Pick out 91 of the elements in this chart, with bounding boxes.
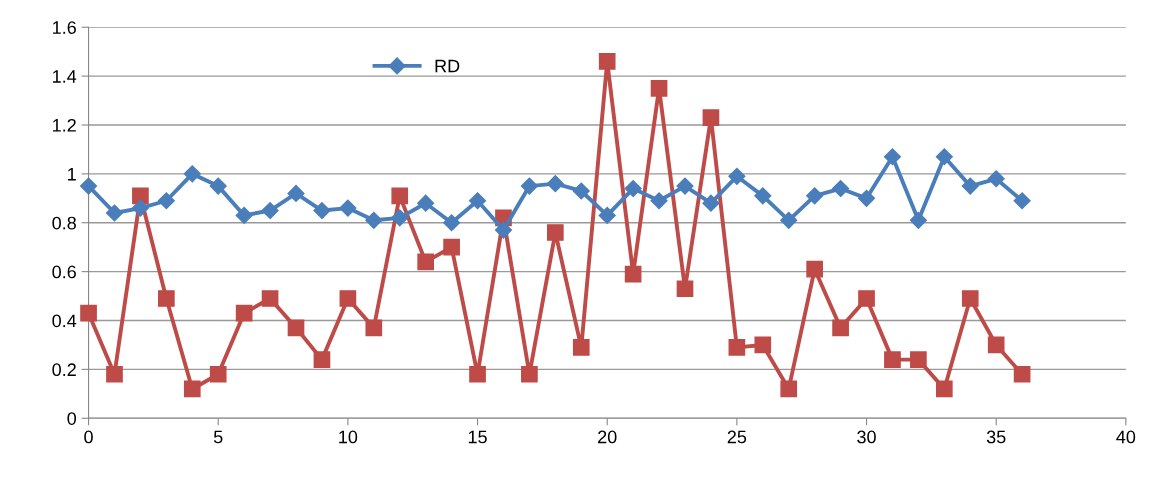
point bbox=[780, 211, 798, 229]
point bbox=[261, 201, 279, 220]
point bbox=[909, 211, 927, 229]
y-tick-label: 1 bbox=[68, 167, 76, 181]
x-tick-label: 15 bbox=[468, 430, 487, 444]
point bbox=[832, 319, 849, 337]
point bbox=[417, 194, 435, 212]
point bbox=[702, 109, 720, 126]
point bbox=[572, 182, 590, 200]
x-tick-label: 0 bbox=[84, 430, 93, 444]
point bbox=[261, 290, 279, 307]
point bbox=[494, 221, 513, 239]
point bbox=[468, 192, 487, 210]
point bbox=[183, 165, 201, 183]
point bbox=[961, 177, 979, 195]
point bbox=[365, 211, 383, 229]
point bbox=[443, 238, 460, 256]
point bbox=[987, 170, 1005, 188]
point bbox=[106, 365, 123, 383]
point bbox=[391, 209, 409, 227]
point bbox=[883, 148, 902, 166]
x-tick-label: 35 bbox=[986, 430, 1006, 444]
point bbox=[131, 199, 149, 217]
point bbox=[235, 304, 253, 322]
point bbox=[987, 336, 1005, 354]
point bbox=[79, 177, 98, 195]
point bbox=[857, 189, 876, 207]
point bbox=[546, 175, 564, 193]
point bbox=[624, 179, 642, 198]
point bbox=[650, 79, 668, 97]
point bbox=[728, 339, 746, 356]
point bbox=[858, 290, 875, 307]
point bbox=[935, 380, 953, 398]
point bbox=[313, 351, 331, 368]
point bbox=[287, 319, 305, 337]
x-tick-label: 5 bbox=[213, 430, 223, 444]
point bbox=[754, 336, 772, 354]
point bbox=[624, 265, 642, 283]
point bbox=[806, 260, 823, 278]
x-tick-label: 40 bbox=[1116, 430, 1136, 444]
point bbox=[598, 206, 616, 224]
y-tick-label: 0.4 bbox=[52, 314, 77, 328]
point bbox=[676, 177, 694, 195]
legend-label: RD bbox=[435, 59, 460, 73]
point bbox=[105, 204, 124, 222]
point bbox=[598, 53, 616, 70]
point bbox=[520, 177, 538, 195]
y-tick-label: 1.4 bbox=[53, 70, 77, 83]
point bbox=[287, 184, 305, 202]
point bbox=[183, 380, 201, 398]
point bbox=[676, 280, 694, 298]
point bbox=[961, 290, 979, 307]
point bbox=[572, 339, 590, 356]
point bbox=[158, 290, 175, 307]
point bbox=[521, 365, 538, 383]
point bbox=[365, 319, 383, 337]
x-tick-label: 25 bbox=[727, 430, 747, 444]
point bbox=[910, 351, 927, 368]
y-tick-label: 1.2 bbox=[53, 118, 76, 132]
point bbox=[1013, 365, 1031, 383]
point bbox=[832, 179, 850, 198]
y-tick-label: 0.8 bbox=[52, 216, 76, 230]
point bbox=[935, 148, 953, 166]
y-tick-label: 0.6 bbox=[52, 265, 76, 279]
point bbox=[339, 199, 357, 217]
point bbox=[443, 214, 461, 232]
y-tick-label: 0 bbox=[67, 412, 77, 425]
y-tick-label: 0.2 bbox=[52, 363, 76, 377]
point bbox=[157, 192, 175, 210]
point bbox=[547, 224, 564, 241]
point bbox=[80, 304, 97, 322]
point bbox=[728, 167, 746, 185]
point bbox=[469, 365, 486, 383]
point bbox=[391, 187, 409, 205]
point bbox=[754, 187, 772, 205]
point bbox=[1013, 192, 1031, 210]
point bbox=[884, 351, 901, 368]
point bbox=[209, 177, 227, 195]
point bbox=[235, 206, 253, 224]
x-tick-label: 30 bbox=[857, 430, 876, 444]
x-tick-label: 20 bbox=[598, 430, 617, 444]
point bbox=[417, 253, 435, 271]
point bbox=[339, 290, 357, 307]
point bbox=[313, 201, 331, 220]
point bbox=[780, 380, 798, 398]
y-tick-label: 1.6 bbox=[53, 21, 76, 34]
point bbox=[702, 194, 720, 212]
x-tick-label: 10 bbox=[339, 430, 358, 444]
point bbox=[209, 365, 227, 383]
point bbox=[650, 192, 668, 210]
point bbox=[806, 187, 824, 205]
